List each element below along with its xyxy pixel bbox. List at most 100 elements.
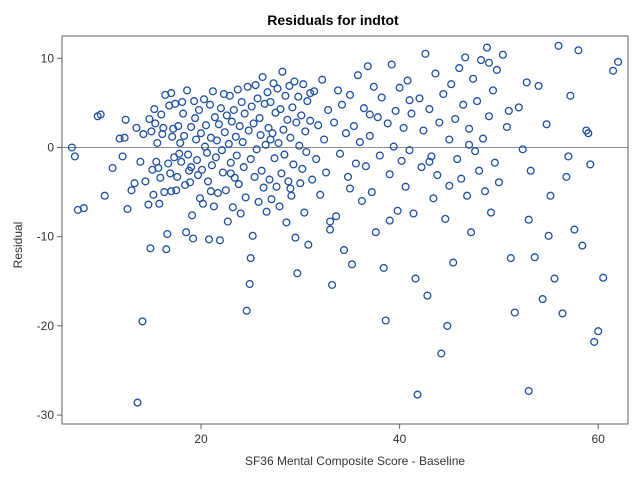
data-point <box>459 100 468 109</box>
data-point <box>447 80 456 89</box>
data-point <box>365 131 374 140</box>
data-point <box>146 244 155 253</box>
data-point <box>115 134 124 143</box>
data-point <box>138 317 147 326</box>
data-point <box>175 149 184 158</box>
data-point <box>245 279 254 289</box>
data-point <box>145 114 154 124</box>
data-point <box>498 50 507 59</box>
data-point <box>237 97 246 107</box>
data-point <box>490 158 499 167</box>
data-point <box>437 349 446 358</box>
data-point <box>522 78 531 87</box>
data-point <box>312 155 321 164</box>
data-point <box>514 103 523 112</box>
x-tick-label: 60 <box>592 432 606 446</box>
data-point <box>476 56 486 65</box>
data-point <box>258 72 267 82</box>
data-point <box>322 168 331 177</box>
data-point <box>379 263 388 272</box>
data-point <box>213 188 222 198</box>
data-point <box>445 135 454 144</box>
data-point <box>347 260 357 269</box>
data-point <box>339 246 349 255</box>
data-point <box>300 208 309 217</box>
data-point <box>303 97 312 106</box>
data-point <box>291 233 300 242</box>
data-point <box>255 114 264 123</box>
data-point <box>401 182 410 191</box>
data-point <box>425 157 434 166</box>
data-point <box>562 172 571 181</box>
data-point <box>546 191 555 200</box>
data-point <box>270 154 279 163</box>
data-point <box>154 163 163 173</box>
data-point <box>179 109 188 118</box>
data-point <box>457 174 466 183</box>
data-point <box>417 163 426 172</box>
data-point <box>407 109 416 118</box>
data-point <box>174 122 183 131</box>
data-point <box>439 89 448 99</box>
data-point <box>273 84 282 93</box>
data-point <box>242 306 251 315</box>
data-point <box>316 190 325 199</box>
data-point <box>431 69 440 78</box>
data-point <box>373 113 382 122</box>
data-point <box>389 142 398 151</box>
data-point <box>371 228 380 237</box>
data-point <box>285 81 294 90</box>
data-point <box>320 135 329 144</box>
data-point <box>249 119 258 128</box>
data-point <box>570 225 579 234</box>
data-point <box>295 141 304 150</box>
data-point <box>197 165 207 174</box>
data-point <box>167 89 176 98</box>
data-point <box>544 231 553 240</box>
data-point <box>279 125 288 134</box>
data-point <box>207 161 216 170</box>
data-point <box>433 171 442 180</box>
data-point <box>272 182 281 191</box>
data-point <box>178 97 187 107</box>
data-point <box>609 66 618 75</box>
data-point <box>405 146 414 155</box>
data-point <box>473 97 482 106</box>
data-point <box>411 274 420 283</box>
data-point <box>263 88 272 97</box>
data-point <box>120 133 129 142</box>
data-point <box>196 129 206 138</box>
data-point <box>228 203 237 212</box>
data-point <box>599 273 608 282</box>
data-point <box>318 75 327 84</box>
data-point <box>345 90 355 99</box>
data-point <box>385 216 394 225</box>
data-point <box>283 115 292 124</box>
data-point <box>139 130 148 139</box>
data-point <box>192 135 201 144</box>
data-point <box>215 236 224 245</box>
data-point <box>524 215 533 224</box>
data-point <box>177 157 186 166</box>
data-point <box>328 280 337 289</box>
data-point <box>266 135 275 144</box>
data-point <box>480 187 490 196</box>
data-point <box>199 95 209 104</box>
data-point <box>280 150 289 159</box>
data-point <box>363 62 372 71</box>
data-point <box>471 147 480 156</box>
data-point <box>202 148 212 157</box>
data-point <box>465 124 474 133</box>
data-point <box>226 169 235 178</box>
data-point <box>278 67 287 76</box>
data-point <box>443 321 452 330</box>
data-point <box>294 92 303 101</box>
data-point <box>243 82 252 91</box>
data-point <box>233 85 242 94</box>
data-point <box>210 113 219 122</box>
data-point <box>292 118 301 127</box>
data-point <box>304 240 313 249</box>
data-point <box>166 169 175 178</box>
data-point <box>482 43 492 52</box>
data-point <box>550 274 559 283</box>
